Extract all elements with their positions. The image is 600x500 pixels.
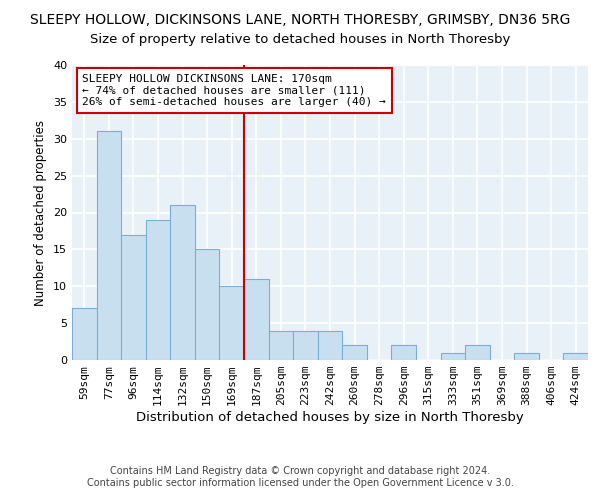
Bar xyxy=(195,250,220,360)
Bar xyxy=(72,308,97,360)
Bar xyxy=(121,234,146,360)
Bar xyxy=(318,330,342,360)
X-axis label: Distribution of detached houses by size in North Thoresby: Distribution of detached houses by size … xyxy=(136,411,524,424)
Bar xyxy=(269,330,293,360)
Bar xyxy=(244,279,269,360)
Bar xyxy=(170,205,195,360)
Text: Size of property relative to detached houses in North Thoresby: Size of property relative to detached ho… xyxy=(90,32,510,46)
Bar xyxy=(465,345,490,360)
Y-axis label: Number of detached properties: Number of detached properties xyxy=(34,120,47,306)
Text: SLEEPY HOLLOW, DICKINSONS LANE, NORTH THORESBY, GRIMSBY, DN36 5RG: SLEEPY HOLLOW, DICKINSONS LANE, NORTH TH… xyxy=(30,12,570,26)
Bar xyxy=(146,220,170,360)
Bar xyxy=(514,352,539,360)
Bar xyxy=(342,345,367,360)
Bar xyxy=(293,330,318,360)
Bar xyxy=(563,352,588,360)
Bar xyxy=(97,132,121,360)
Text: SLEEPY HOLLOW DICKINSONS LANE: 170sqm
← 74% of detached houses are smaller (111): SLEEPY HOLLOW DICKINSONS LANE: 170sqm ← … xyxy=(82,74,386,107)
Bar xyxy=(220,286,244,360)
Bar xyxy=(391,345,416,360)
Bar xyxy=(440,352,465,360)
Text: Contains HM Land Registry data © Crown copyright and database right 2024.
Contai: Contains HM Land Registry data © Crown c… xyxy=(86,466,514,487)
